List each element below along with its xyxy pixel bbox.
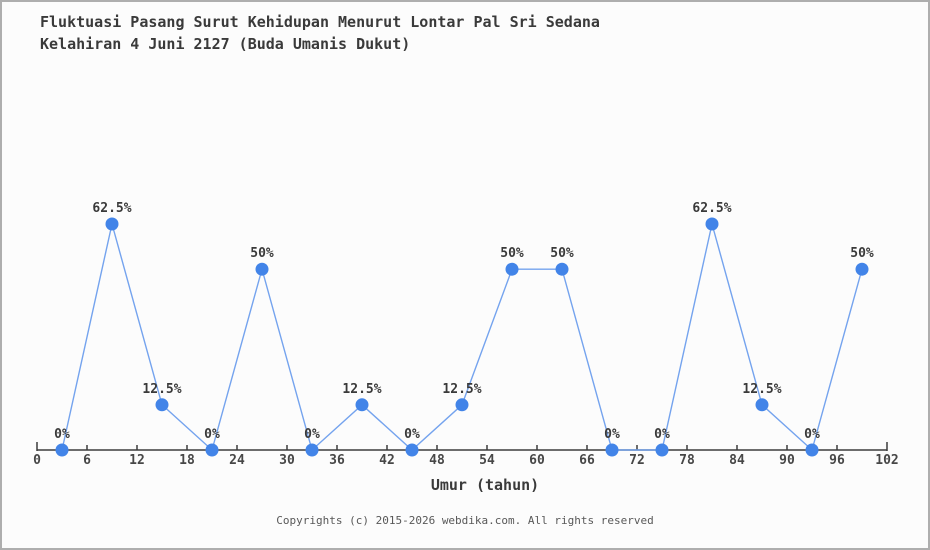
data-point-label: 50% xyxy=(250,246,274,261)
copyright-footer: Copyrights (c) 2015-2026 webdika.com. Al… xyxy=(276,514,654,527)
x-axis-tick-label: 48 xyxy=(429,453,445,468)
x-axis-tick-label: 0 xyxy=(33,453,41,468)
data-point xyxy=(355,398,369,412)
x-axis-tick-label: 18 xyxy=(179,453,195,468)
data-point xyxy=(605,443,619,457)
data-point xyxy=(255,262,269,276)
x-axis-tick-label: 6 xyxy=(83,453,91,468)
x-axis-tick-label: 102 xyxy=(875,453,898,468)
x-axis-tick-label: 12 xyxy=(129,453,145,468)
data-point xyxy=(555,262,569,276)
x-axis-tick-label: 78 xyxy=(679,453,695,468)
data-point-label: 0% xyxy=(204,427,220,442)
x-axis-tick-label: 96 xyxy=(829,453,845,468)
data-point xyxy=(305,443,319,457)
data-point xyxy=(805,443,819,457)
data-point xyxy=(455,398,469,412)
x-axis-tick-label: 72 xyxy=(629,453,645,468)
data-point-label: 0% xyxy=(304,427,320,442)
x-axis-label: Umur (tahun) xyxy=(431,476,539,494)
x-axis-tick-label: 30 xyxy=(279,453,295,468)
data-point-label: 0% xyxy=(54,427,70,442)
data-point xyxy=(155,398,169,412)
data-point xyxy=(105,217,119,231)
data-point xyxy=(505,262,519,276)
x-axis-tick-label: 60 xyxy=(529,453,545,468)
data-point-label: 0% xyxy=(404,427,420,442)
data-point xyxy=(405,443,419,457)
data-point-label: 12.5% xyxy=(142,382,181,397)
data-point xyxy=(755,398,769,412)
x-axis-tick-label: 90 xyxy=(779,453,795,468)
data-point-label: 12.5% xyxy=(342,382,381,397)
data-line xyxy=(61,223,863,452)
x-axis-tick-label: 54 xyxy=(479,453,495,468)
data-point-label: 50% xyxy=(850,246,874,261)
data-point xyxy=(55,443,69,457)
data-point xyxy=(655,443,669,457)
chart-title: Fluktuasi Pasang Surut Kehidupan Menurut… xyxy=(40,11,600,55)
x-axis-tick-label: 84 xyxy=(729,453,745,468)
data-point-label: 0% xyxy=(654,427,670,442)
data-point xyxy=(855,262,869,276)
chart-title-line2: Kelahiran 4 Juni 2127 (Buda Umanis Dukut… xyxy=(40,35,411,53)
x-axis-tick-label: 36 xyxy=(329,453,345,468)
data-point-label: 62.5% xyxy=(692,201,731,216)
data-point-label: 50% xyxy=(550,246,574,261)
x-axis-tick-label: 24 xyxy=(229,453,245,468)
chart-title-line1: Fluktuasi Pasang Surut Kehidupan Menurut… xyxy=(40,13,600,31)
data-point-label: 50% xyxy=(500,246,524,261)
data-point xyxy=(205,443,219,457)
x-axis-tick-label: 66 xyxy=(579,453,595,468)
x-axis-tick-label: 42 xyxy=(379,453,395,468)
data-point-label: 12.5% xyxy=(742,382,781,397)
data-point-label: 62.5% xyxy=(92,201,131,216)
data-point-label: 0% xyxy=(604,427,620,442)
data-point-label: 0% xyxy=(804,427,820,442)
data-point-label: 12.5% xyxy=(442,382,481,397)
data-point xyxy=(705,217,719,231)
